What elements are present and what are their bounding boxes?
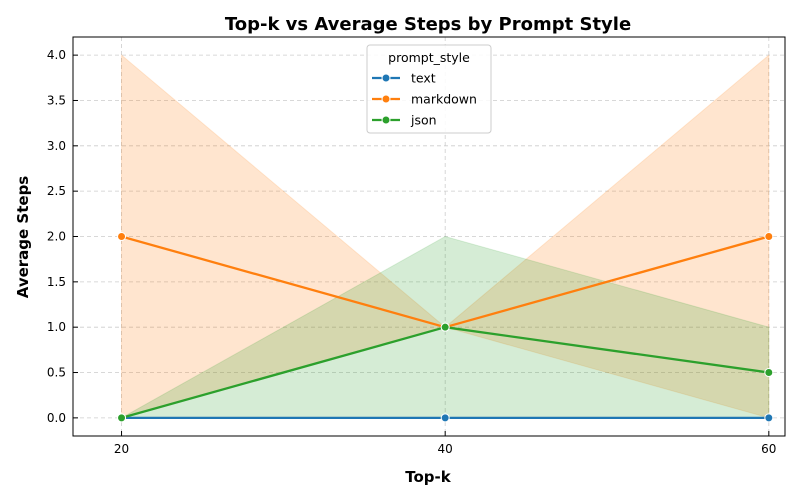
data-point-markdown: [117, 232, 127, 241]
y-tick-label: 0.5: [47, 366, 66, 380]
data-point-json: [117, 413, 127, 423]
x-tick-label: 20: [114, 442, 129, 456]
legend-label-json: json: [410, 113, 437, 128]
x-axis-label: Top-k: [405, 468, 452, 486]
chart-title: Top-k vs Average Steps by Prompt Style: [225, 14, 631, 35]
y-tick-label: 3.5: [47, 93, 66, 107]
legend: prompt_style text markdown json: [366, 44, 492, 134]
y-axis-label: Average Steps: [14, 176, 32, 299]
legend-marker-json: [381, 115, 391, 125]
legend-marker-markdown: [381, 94, 391, 104]
x-tick-label: 60: [761, 442, 776, 456]
axis-ticks: 20 40 60 0.0 0.5 1.0 1.5 2.0 2.5 3.0 3.5 4.0: [47, 48, 777, 456]
data-point-text: [764, 413, 774, 423]
data-point-json: [440, 322, 450, 332]
y-tick-label: 4.0: [47, 48, 66, 62]
y-tick-label: 3.0: [47, 139, 66, 153]
legend-label-text: text: [411, 71, 436, 86]
data-point-text: [440, 413, 450, 423]
legend-title: prompt_style: [388, 50, 470, 65]
y-tick-label: 0.0: [47, 411, 66, 425]
y-tick-label: 2.5: [47, 184, 66, 198]
x-tick-label: 40: [438, 442, 453, 456]
data-point-json: [764, 368, 774, 378]
y-tick-label: 2.0: [47, 230, 66, 244]
y-tick-label: 1.5: [47, 275, 66, 289]
data-point-markdown: [764, 232, 774, 241]
legend-marker-text: [381, 73, 391, 83]
legend-label-markdown: markdown: [411, 92, 477, 107]
y-tick-label: 1.0: [47, 320, 66, 334]
legend-box: [366, 44, 492, 134]
data-points: [117, 232, 774, 423]
